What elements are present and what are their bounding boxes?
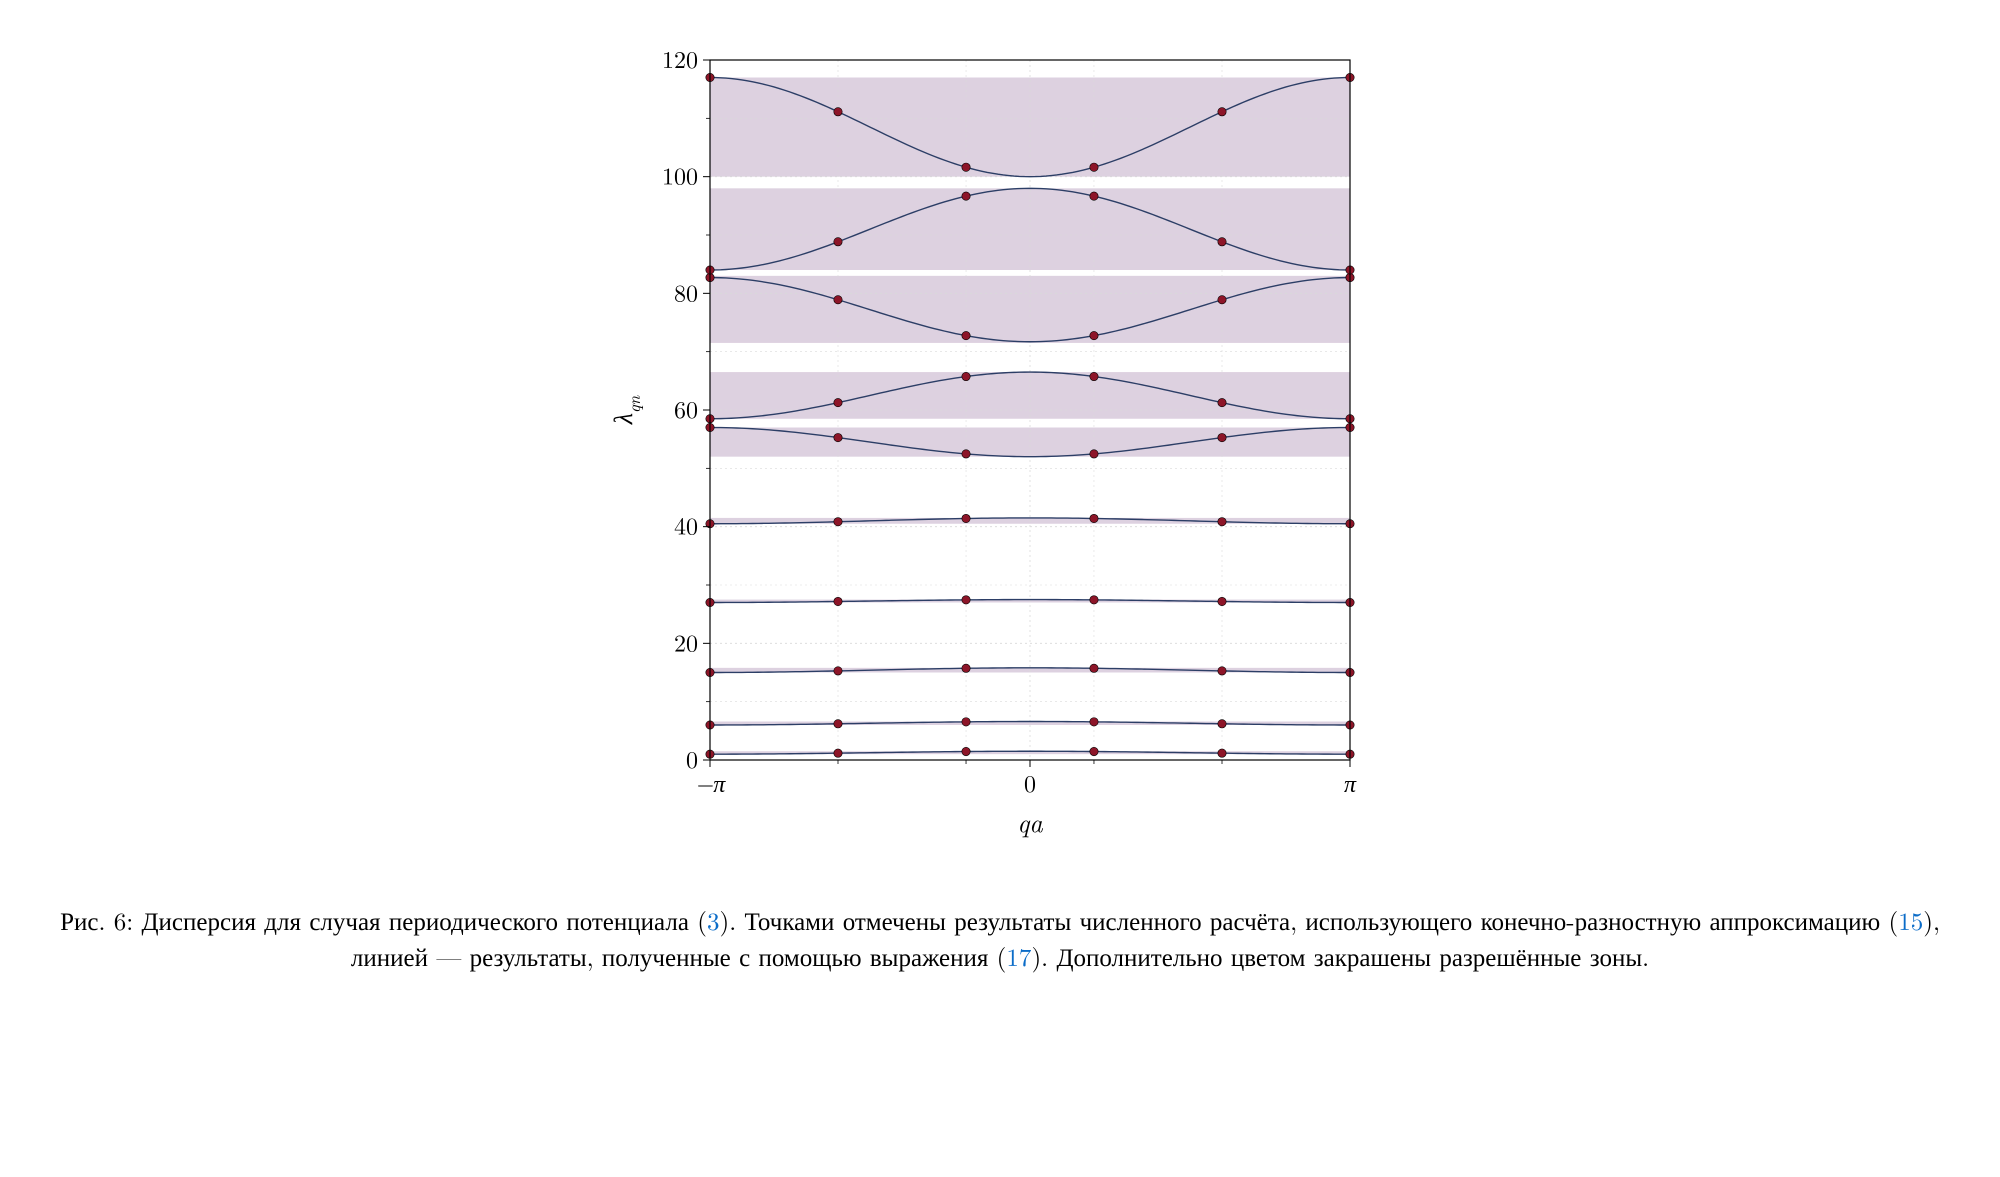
- figure-container: −π0π020406080100120qaλqn Рис. 6: Дисперс…: [40, 30, 1960, 976]
- svg-text:60: 60: [674, 391, 698, 425]
- chart-svg: −π0π020406080100120qaλqn: [590, 30, 1410, 870]
- svg-text:40: 40: [674, 508, 698, 542]
- figure-caption: Рис. 6: Дисперсия для случая периодическ…: [40, 903, 1960, 976]
- svg-text:120: 120: [662, 41, 698, 75]
- caption-t1: Дисперсия для случая периодического поте…: [133, 903, 707, 938]
- caption-t4: ). Дополнительно цветом закрашены разреш…: [1031, 939, 1649, 974]
- caption-fig-label: Рис. 6:: [60, 903, 133, 938]
- svg-text:λqn: λqn: [603, 395, 645, 425]
- svg-text:100: 100: [662, 158, 698, 192]
- svg-text:20: 20: [674, 624, 698, 658]
- caption-t2: ). Точками отмечены результаты численног…: [720, 903, 1899, 938]
- svg-text:π: π: [1344, 765, 1357, 799]
- caption-ref-1[interactable]: 3: [707, 903, 720, 938]
- svg-text:0: 0: [686, 741, 698, 775]
- svg-text:0: 0: [1024, 765, 1036, 799]
- caption-ref-3[interactable]: 17: [1006, 939, 1031, 974]
- caption-ref-2[interactable]: 15: [1898, 903, 1923, 938]
- dispersion-chart: −π0π020406080100120qaλqn: [590, 30, 1410, 875]
- svg-text:qa: qa: [1017, 803, 1043, 840]
- svg-text:−π: −π: [695, 765, 726, 799]
- svg-text:80: 80: [674, 274, 698, 308]
